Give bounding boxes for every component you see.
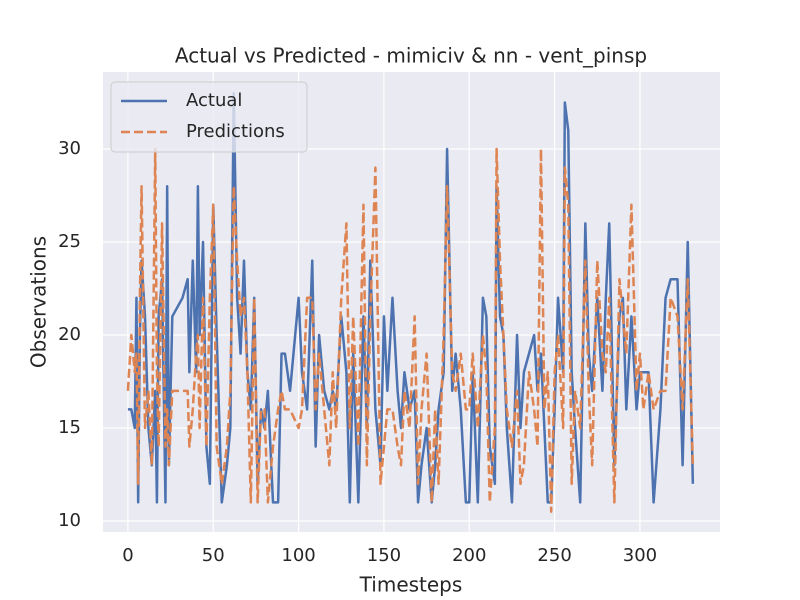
series-line: [126, 147, 695, 513]
legend-label: Actual: [186, 90, 242, 111]
x-tick-label: 50: [202, 545, 225, 566]
x-tick-label: 250: [537, 545, 571, 566]
y-axis-label: Observations: [27, 236, 51, 368]
x-tick-label: 200: [452, 545, 486, 566]
legend-label: Predictions: [186, 121, 285, 142]
y-tick-label: 15: [58, 417, 81, 438]
x-axis-label: Timesteps: [359, 573, 463, 597]
legend-box: [110, 81, 308, 153]
y-tick-label: 20: [58, 324, 81, 345]
x-tick-label: 150: [367, 545, 401, 566]
x-tick-label: 0: [122, 545, 133, 566]
chart-title: Actual vs Predicted - mimiciv & nn - ven…: [175, 44, 647, 68]
x-tick-label: 100: [281, 545, 315, 566]
y-tick-label: 25: [58, 231, 81, 252]
x-tick-label: 300: [623, 545, 657, 566]
y-tick-label: 10: [58, 510, 81, 531]
y-tick-label: 30: [58, 138, 81, 159]
